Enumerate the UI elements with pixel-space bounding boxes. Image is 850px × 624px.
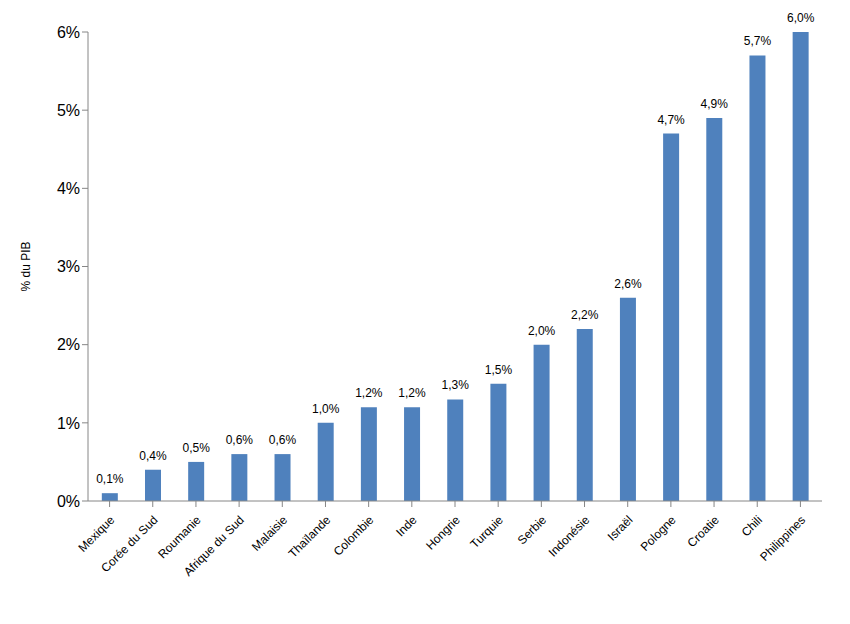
svg-text:Afrique du Sud: Afrique du Sud bbox=[181, 513, 247, 579]
svg-text:0,5%: 0,5% bbox=[182, 441, 210, 455]
svg-text:Inde: Inde bbox=[393, 513, 420, 540]
svg-text:0,1%: 0,1% bbox=[96, 472, 124, 486]
svg-text:2,0%: 2,0% bbox=[528, 324, 556, 338]
svg-text:1,0%: 1,0% bbox=[312, 402, 340, 416]
svg-text:Pologne: Pologne bbox=[638, 513, 679, 554]
svg-text:Serbie: Serbie bbox=[515, 513, 550, 548]
svg-text:1,3%: 1,3% bbox=[442, 378, 470, 392]
svg-text:2%: 2% bbox=[57, 336, 80, 353]
svg-text:0,4%: 0,4% bbox=[139, 449, 167, 463]
svg-text:0,6%: 0,6% bbox=[269, 433, 297, 447]
svg-text:4%: 4% bbox=[57, 180, 80, 197]
svg-text:Mexique: Mexique bbox=[75, 513, 117, 555]
svg-text:Hongrie: Hongrie bbox=[423, 513, 463, 553]
svg-text:Malaisie: Malaisie bbox=[249, 513, 290, 554]
svg-text:% du PIB: % du PIB bbox=[19, 241, 33, 291]
svg-text:Chili: Chili bbox=[739, 513, 765, 539]
svg-text:Turquie: Turquie bbox=[468, 513, 507, 552]
svg-text:0,6%: 0,6% bbox=[226, 433, 254, 447]
svg-text:Philippines: Philippines bbox=[757, 513, 808, 564]
svg-text:3%: 3% bbox=[57, 258, 80, 275]
svg-text:2,6%: 2,6% bbox=[614, 277, 642, 291]
svg-text:1%: 1% bbox=[57, 415, 80, 432]
svg-text:Roumanie: Roumanie bbox=[155, 512, 204, 562]
svg-text:6%: 6% bbox=[57, 24, 80, 41]
svg-text:1,5%: 1,5% bbox=[485, 363, 513, 377]
svg-text:0%: 0% bbox=[57, 493, 80, 510]
svg-text:1,2%: 1,2% bbox=[355, 386, 383, 400]
svg-text:Thaïlande: Thaïlande bbox=[286, 513, 334, 561]
svg-text:4,9%: 4,9% bbox=[701, 97, 729, 111]
svg-text:Corée du Sud: Corée du Sud bbox=[98, 513, 160, 575]
svg-text:Croatie: Croatie bbox=[685, 513, 722, 550]
svg-text:Israël: Israël bbox=[605, 513, 636, 544]
svg-text:1,2%: 1,2% bbox=[398, 386, 426, 400]
svg-text:4,7%: 4,7% bbox=[657, 113, 685, 127]
svg-text:5,7%: 5,7% bbox=[744, 34, 772, 48]
svg-text:Indonésie: Indonésie bbox=[546, 513, 593, 560]
svg-text:Colombie: Colombie bbox=[331, 513, 377, 559]
svg-text:6,0%: 6,0% bbox=[787, 11, 815, 25]
svg-text:5%: 5% bbox=[57, 102, 80, 119]
svg-text:2,2%: 2,2% bbox=[571, 308, 599, 322]
